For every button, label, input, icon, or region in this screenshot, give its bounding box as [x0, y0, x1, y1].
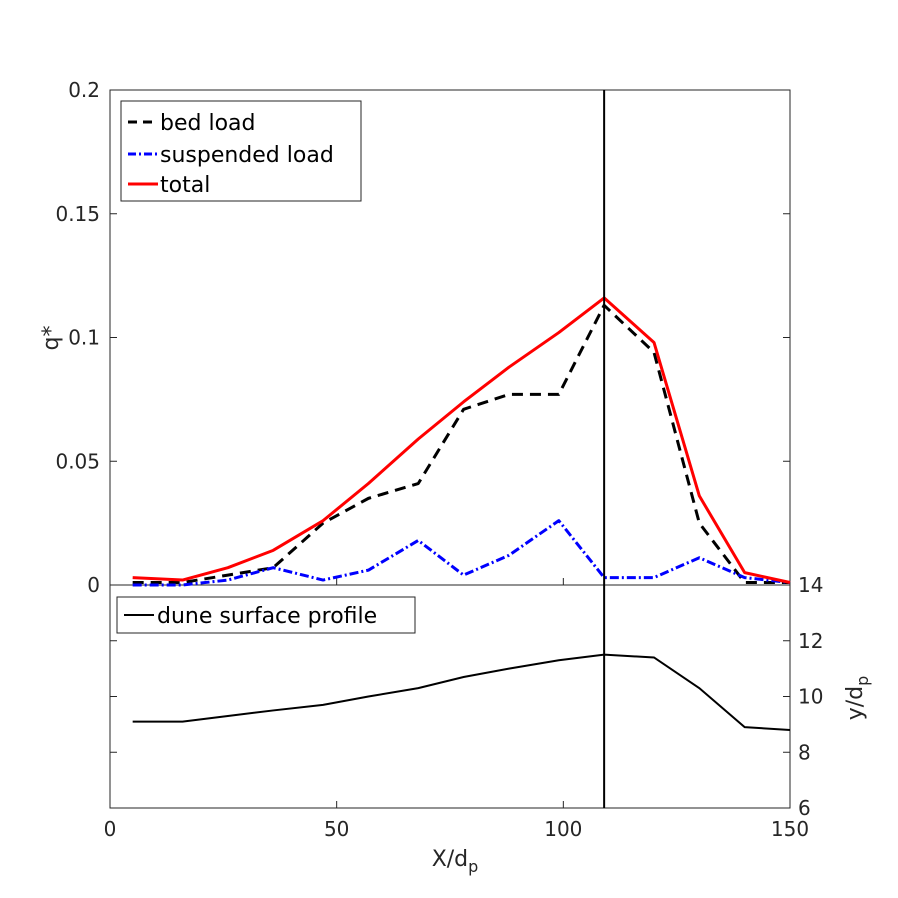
- x-tick-label: 50: [324, 817, 349, 841]
- legend-label-suspended-load: suspended load: [160, 143, 334, 168]
- lower-y-tick-label: 12: [798, 629, 823, 653]
- x-axis-label-subscript: p: [468, 857, 478, 876]
- x-axis-label-text: X/d: [432, 847, 468, 872]
- upper-legend: bed load suspended load total: [120, 100, 362, 202]
- x-axis-label: X/dp: [432, 847, 479, 876]
- x-tick-label: 150: [771, 817, 809, 841]
- upper-y-ticks: 0 0.05 0.1 0.15 0.2: [55, 78, 790, 597]
- lower-y-tick-label: 8: [798, 740, 811, 764]
- lower-legend-box: [116, 596, 416, 634]
- upper-y-tick-label: 0: [87, 573, 100, 597]
- x-tick-label: 0: [104, 817, 117, 841]
- lower-y-axis-label-subscript: p: [853, 676, 872, 686]
- lower-series-group: [132, 653, 791, 731]
- upper-y-tick-label: 0.1: [68, 326, 100, 350]
- series-bed-load: [132, 303, 790, 585]
- upper-y-axis-label-text: q*: [39, 326, 64, 351]
- legend-label-total: total: [160, 173, 210, 198]
- lower-y-tick-label: 10: [798, 685, 823, 709]
- lower-y-tick-label: 6: [798, 796, 811, 820]
- legend-label-bed-load: bed load: [160, 111, 255, 136]
- upper-y-tick-label: 0.05: [55, 449, 100, 473]
- series-dune-surface-profile: [132, 653, 791, 731]
- upper-legend-box: [120, 100, 362, 202]
- upper-y-tick-label: 0.2: [68, 78, 100, 102]
- legend-label-dune-profile: dune surface profile: [157, 604, 377, 629]
- x-ticks: 0 50 100 150: [104, 578, 809, 841]
- lower-legend: dune surface profile: [116, 596, 416, 634]
- lower-y-ticks: 6 8 10 12 14: [110, 573, 823, 820]
- series-total: [132, 296, 791, 584]
- lower-y-tick-label: 14: [798, 573, 823, 597]
- upper-series-group: [132, 296, 791, 587]
- x-tick-label: 100: [544, 817, 582, 841]
- lower-y-axis-label: y/dp: [843, 676, 872, 721]
- upper-y-tick-label: 0.15: [55, 202, 100, 226]
- upper-y-axis-label: q*: [39, 326, 64, 351]
- lower-y-axis-label-text: y/d: [843, 686, 868, 720]
